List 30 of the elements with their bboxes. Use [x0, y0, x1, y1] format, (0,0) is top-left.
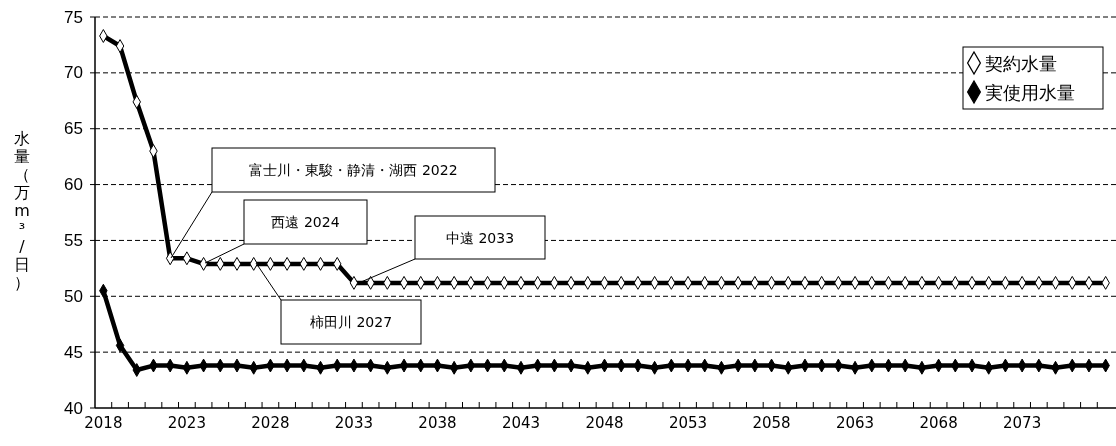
- y-tick-label: 65: [64, 119, 83, 139]
- x-tick-label: 2018: [84, 414, 123, 432]
- legend-label: 実使用水量: [985, 81, 1075, 103]
- annotation: 富士川・東駿・静清・湖西 2022: [249, 162, 458, 178]
- callout: 西遠 2024: [204, 199, 368, 264]
- legend-label: 契約水量: [985, 52, 1057, 74]
- x-tick-label: 2023: [167, 414, 206, 432]
- y-tick-label: 40: [64, 398, 83, 418]
- x-tick-label: 2043: [501, 414, 541, 432]
- callout: 中遠 2033: [360, 215, 546, 283]
- x-tick-label: 2033: [334, 414, 374, 432]
- x-tick-label: 2068: [919, 414, 958, 432]
- x-tick-label: 2038: [418, 414, 457, 432]
- x-tick-label: 2063: [835, 414, 875, 432]
- y-tick-label: 50: [64, 286, 83, 306]
- callout: 柿田川 2027: [255, 262, 422, 345]
- text: 水量（万m³/日）: [14, 128, 30, 292]
- x-tick-label: 2048: [585, 414, 624, 432]
- x-tick-label: 2073: [1003, 414, 1042, 432]
- y-tick-label: 55: [64, 230, 83, 250]
- annotation: 西遠 2024: [271, 214, 340, 230]
- y-tick-label: 75: [64, 7, 83, 27]
- x-tick-label: 2028: [251, 414, 290, 432]
- y-tick-label: 60: [64, 175, 83, 195]
- y-tick-label: 70: [64, 63, 83, 83]
- x-tick-label: 2058: [752, 414, 791, 432]
- x-tick-label: 2053: [668, 414, 708, 432]
- annotation: 柿田川 2027: [309, 314, 393, 330]
- y-tick-label: 45: [64, 342, 83, 362]
- annotation: 中遠 2033: [445, 229, 515, 246]
